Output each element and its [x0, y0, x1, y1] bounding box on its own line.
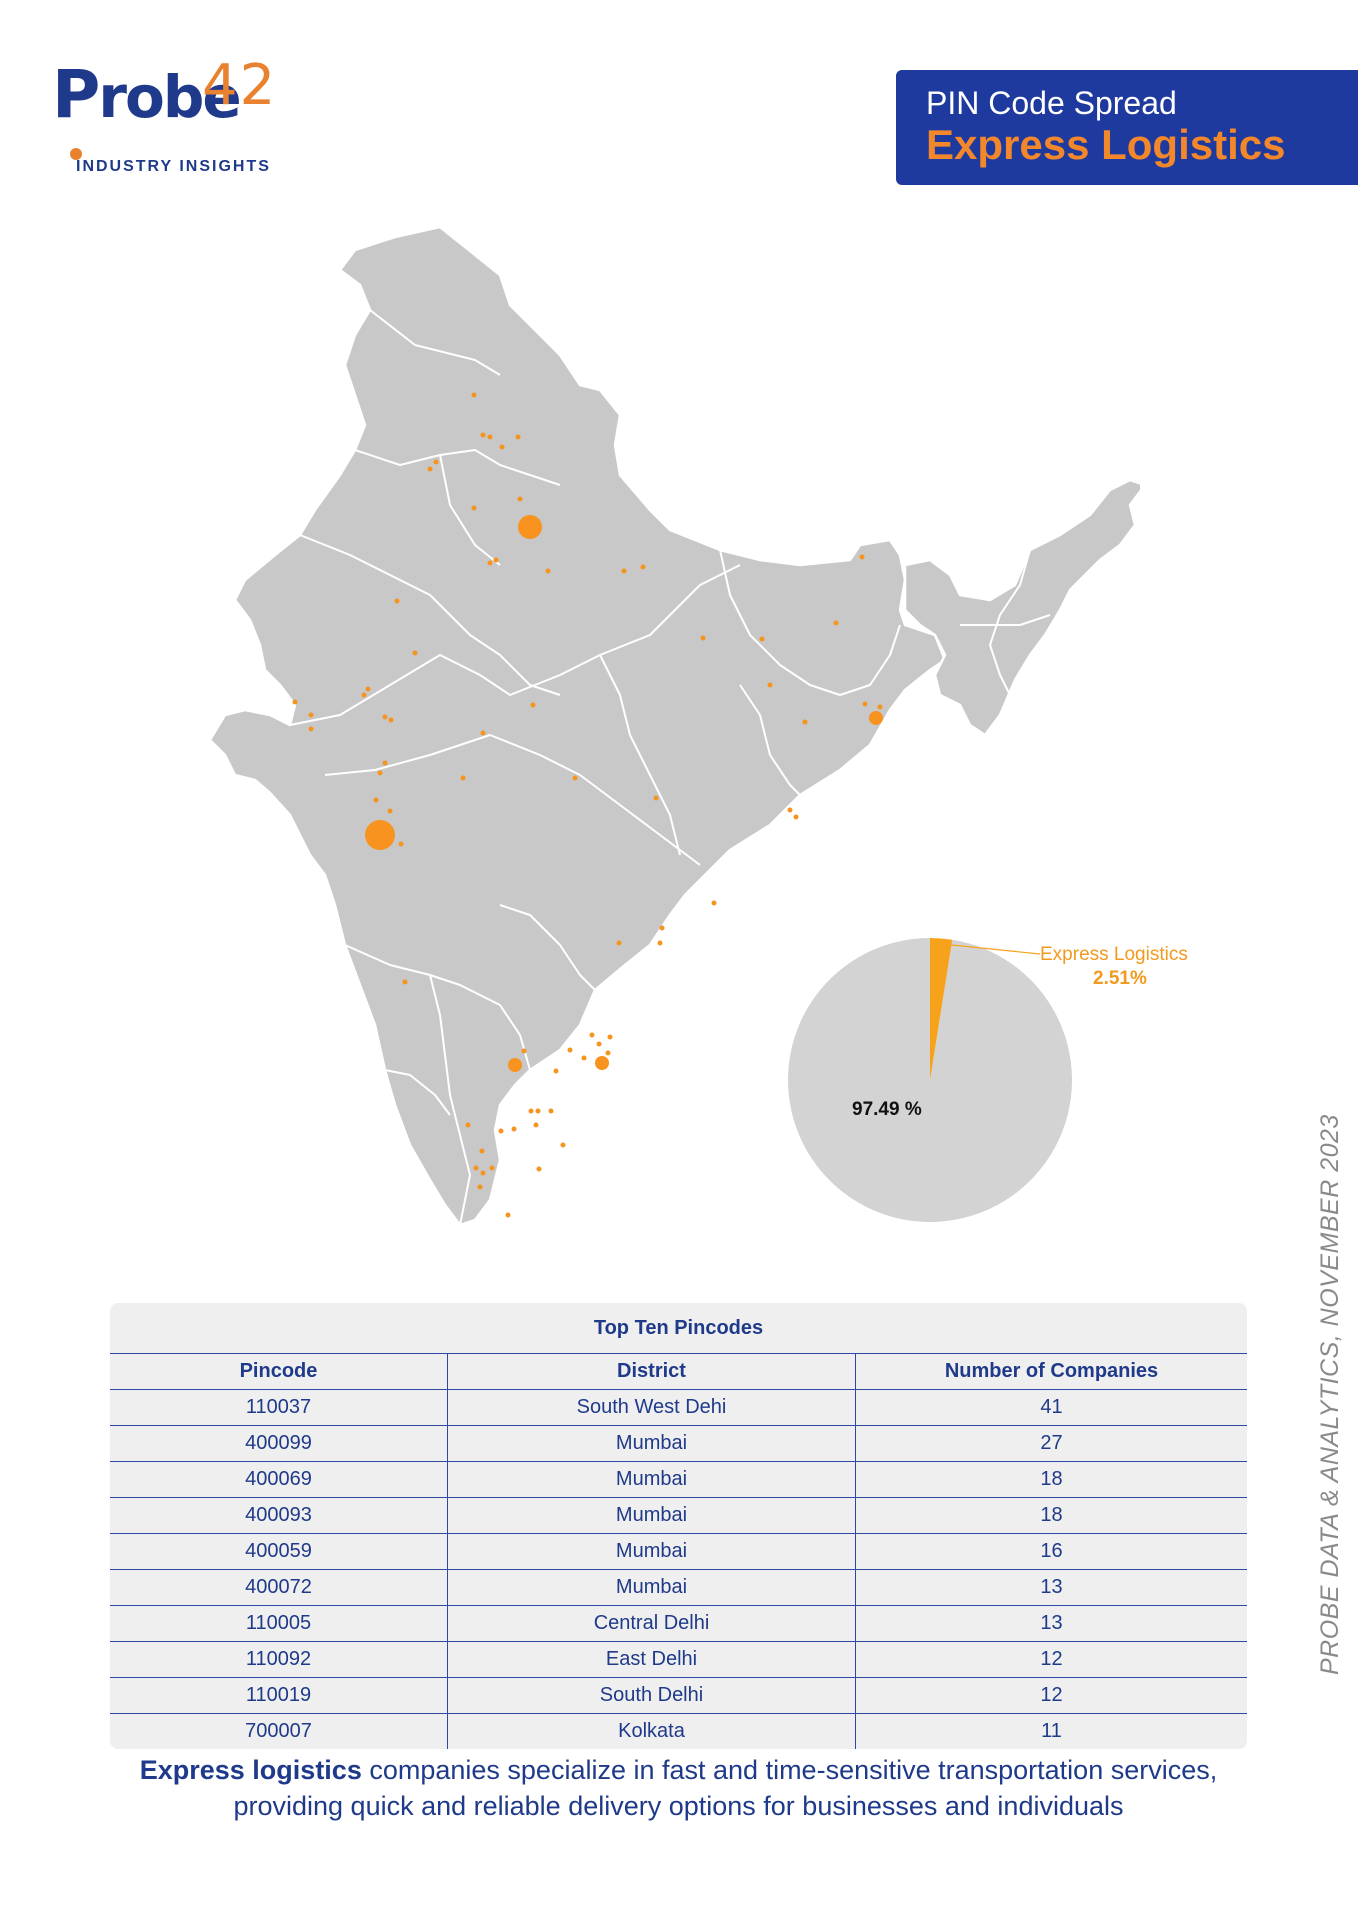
table-header-district: District: [447, 1353, 856, 1390]
district-cell: South Delhi: [447, 1677, 856, 1714]
table-row: 400072 Mumbai 13: [110, 1569, 1247, 1606]
page-subtitle: PIN Code Spread: [926, 85, 1177, 121]
pie-value-rest: 97.49 %: [852, 1099, 922, 1120]
companies-cell: 16: [855, 1533, 1247, 1570]
pie-leader-line: [941, 943, 1041, 955]
top-pincodes-table: Top Ten Pincodes Pincode District Number…: [110, 1303, 1247, 1749]
pincode-cell: 110005: [110, 1605, 448, 1642]
companies-cell: 41: [855, 1389, 1247, 1426]
map-mainland: [208, 225, 947, 1227]
companies-cell: 11: [855, 1713, 1247, 1749]
title-banner: PIN Code Spread Express Logistics: [896, 70, 1358, 185]
companies-cell: 12: [855, 1677, 1247, 1714]
pincode-cell: 110019: [110, 1677, 448, 1714]
table-row: 400099 Mumbai 27: [110, 1425, 1247, 1462]
pincode-cell: 400072: [110, 1569, 448, 1606]
table-row: 700007 Kolkata 11: [110, 1713, 1247, 1749]
table-title: Top Ten Pincodes: [593, 1316, 764, 1339]
district-cell: Kolkata: [447, 1713, 856, 1749]
district-cell: Central Delhi: [447, 1605, 856, 1642]
side-watermark: PROBE DATA & ANALYTICS, NOVEMBER 2023: [1316, 1114, 1344, 1675]
pincode-cell: 400093: [110, 1497, 448, 1534]
footer-bold: Express logistics: [139, 1755, 362, 1785]
table-row: 400069 Mumbai 18: [110, 1461, 1247, 1498]
pincode-cell: 400069: [110, 1461, 448, 1498]
table-row: 110005 Central Delhi 13: [110, 1605, 1247, 1642]
companies-cell: 18: [855, 1497, 1247, 1534]
footer-description: Express logistics companies specialize i…: [110, 1752, 1247, 1825]
pincode-cell: 110092: [110, 1641, 448, 1678]
brand-logo: Probe 42 INDUSTRY INSIGHTS: [52, 56, 292, 182]
pincode-cell: 400059: [110, 1533, 448, 1570]
companies-cell: 13: [855, 1605, 1247, 1642]
pie-value-express-logistics: 2.51%: [1093, 968, 1147, 989]
table-row: 110019 South Delhi 12: [110, 1677, 1247, 1714]
pie-slice-express-logistics: [930, 938, 953, 1080]
pincode-cell: 700007: [110, 1713, 448, 1749]
table-row: 400059 Mumbai 16: [110, 1533, 1247, 1570]
district-cell: Mumbai: [447, 1425, 856, 1462]
district-cell: East Delhi: [447, 1641, 856, 1678]
companies-cell: 13: [855, 1569, 1247, 1606]
logo-dot-icon: [70, 148, 82, 160]
companies-cell: 12: [855, 1641, 1247, 1678]
pincode-cell: 400099: [110, 1425, 448, 1462]
table-row: 110092 East Delhi 12: [110, 1641, 1247, 1678]
company-dots: [292, 392, 883, 1218]
page-title: Express Logistics: [926, 121, 1286, 169]
india-map: [208, 225, 1140, 1227]
logo-wordmark: Probe: [52, 56, 242, 133]
pincode-cell: 110037: [110, 1389, 448, 1426]
district-cell: Mumbai: [447, 1497, 856, 1534]
table-header-pincode: Pincode: [110, 1353, 448, 1390]
logo-number: 42: [202, 53, 278, 118]
table-row: 400093 Mumbai 18: [110, 1497, 1247, 1534]
district-cell: Mumbai: [447, 1569, 856, 1606]
table-row: 110037 South West Dehi 41: [110, 1389, 1247, 1426]
district-cell: Mumbai: [447, 1533, 856, 1570]
table-header-companies: Number of Companies: [855, 1353, 1247, 1390]
logo-tagline: INDUSTRY INSIGHTS: [76, 158, 271, 175]
district-cell: South West Dehi: [447, 1389, 856, 1426]
map-northeast: [903, 478, 1140, 737]
pie-chart: [788, 938, 1072, 1222]
companies-cell: 18: [855, 1461, 1247, 1498]
pie-label-express-logistics: Express Logistics: [1040, 944, 1188, 965]
footer-text: companies specialize in fast and time-se…: [233, 1755, 1218, 1822]
companies-cell: 27: [855, 1425, 1247, 1462]
district-cell: Mumbai: [447, 1461, 856, 1498]
